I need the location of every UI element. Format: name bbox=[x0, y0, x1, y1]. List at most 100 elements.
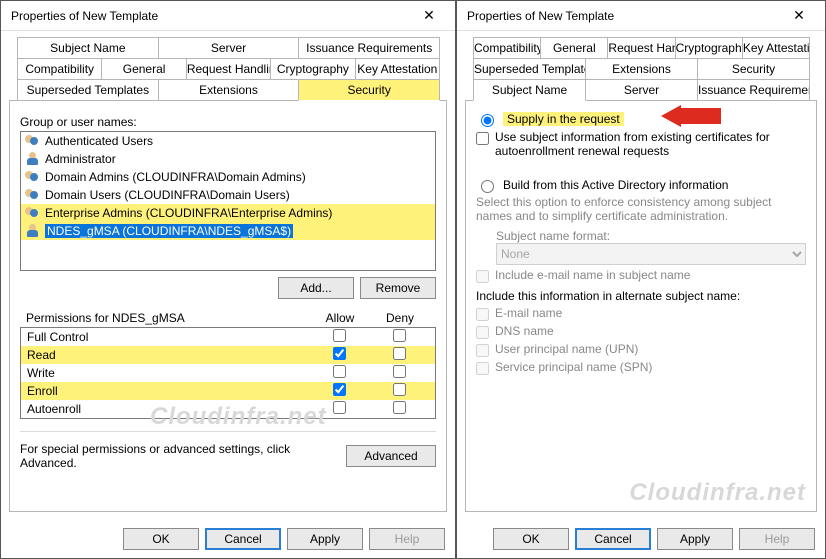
alt-subject-checkbox[interactable]: DNS name bbox=[476, 324, 806, 339]
build-from-ad-radio[interactable]: Build from this Active Directory informa… bbox=[476, 177, 806, 193]
alt-subject-input[interactable] bbox=[476, 326, 489, 339]
tab-request-handling[interactable]: Request Handling bbox=[186, 58, 271, 79]
alt-subject-label: DNS name bbox=[495, 324, 554, 338]
security-tab-panel: Group or user names: Authenticated Users… bbox=[9, 100, 447, 512]
tab-security[interactable]: Security bbox=[697, 58, 810, 79]
snf-label: Subject name format: bbox=[496, 229, 806, 243]
tab-cryptography[interactable]: Cryptography bbox=[270, 58, 355, 79]
deny-checkbox[interactable] bbox=[393, 383, 406, 396]
allow-checkbox[interactable] bbox=[333, 383, 346, 396]
apply-button[interactable]: Apply bbox=[287, 528, 363, 550]
user-item[interactable]: Authenticated Users bbox=[21, 132, 435, 150]
allow-checkbox[interactable] bbox=[333, 365, 346, 378]
advanced-text: For special permissions or advanced sett… bbox=[20, 442, 336, 470]
user-item[interactable]: Domain Admins (CLOUDINFRA\Domain Admins) bbox=[21, 168, 435, 186]
tab-general[interactable]: General bbox=[540, 37, 608, 58]
advanced-button[interactable]: Advanced bbox=[346, 445, 436, 467]
alt-subject-label: User principal name (UPN) bbox=[495, 342, 638, 356]
users-icon bbox=[25, 187, 41, 203]
alt-subject-checkbox[interactable]: E-mail name bbox=[476, 306, 806, 321]
allow-checkbox[interactable] bbox=[333, 347, 346, 360]
supply-in-request-radio[interactable]: Supply in the request bbox=[476, 111, 806, 127]
dialog-buttons-right: OK Cancel Apply Help bbox=[457, 520, 825, 558]
perm-row: Write bbox=[21, 364, 435, 382]
include-email-subject-checkbox[interactable]: Include e-mail name in subject name bbox=[476, 268, 806, 283]
users-icon bbox=[25, 205, 41, 221]
perm-name: Autoenroll bbox=[27, 402, 309, 416]
apply-button[interactable]: Apply bbox=[657, 528, 733, 550]
dialog-buttons-left: OK Cancel Apply Help bbox=[1, 520, 455, 558]
build-radio-input[interactable] bbox=[481, 180, 494, 193]
cancel-button[interactable]: Cancel bbox=[205, 528, 281, 550]
user-item[interactable]: NDES_gMSA (CLOUDINFRA\NDES_gMSA$) bbox=[21, 222, 435, 240]
alt-subject-input[interactable] bbox=[476, 362, 489, 375]
close-icon[interactable]: ✕ bbox=[409, 7, 449, 24]
deny-checkbox[interactable] bbox=[393, 329, 406, 342]
use-existing-cert-input[interactable] bbox=[476, 132, 489, 145]
permissions-table: Full ControlReadWriteEnrollAutoenroll bbox=[20, 327, 436, 419]
alt-subject-input[interactable] bbox=[476, 344, 489, 357]
tab-cryptography[interactable]: Cryptography bbox=[675, 37, 743, 58]
user-item[interactable]: Enterprise Admins (CLOUDINFRA\Enterprise… bbox=[21, 204, 435, 222]
deny-checkbox[interactable] bbox=[393, 347, 406, 360]
tab-server[interactable]: Server bbox=[585, 79, 698, 100]
user-item[interactable]: Administrator bbox=[21, 150, 435, 168]
add-button[interactable]: Add... bbox=[278, 277, 354, 299]
window-title: Properties of New Template bbox=[11, 9, 409, 23]
ok-button[interactable]: OK bbox=[123, 528, 199, 550]
perm-row: Full Control bbox=[21, 328, 435, 346]
user-item-label: Domain Users (CLOUDINFRA\Domain Users) bbox=[45, 188, 290, 202]
dialog-security: Properties of New Template ✕ Subject Nam… bbox=[0, 0, 456, 559]
tab-request-handling[interactable]: Request Handling bbox=[607, 37, 675, 58]
subject-name-tab-panel: Supply in the request Use subject inform… bbox=[465, 100, 817, 512]
tab-compatibility[interactable]: Compatibility bbox=[473, 37, 541, 58]
tab-subject-name[interactable]: Subject Name bbox=[17, 37, 159, 58]
tab-general[interactable]: General bbox=[101, 58, 186, 79]
include-email-subject-input[interactable] bbox=[476, 270, 489, 283]
close-icon[interactable]: ✕ bbox=[779, 7, 819, 24]
help-button[interactable]: Help bbox=[369, 528, 445, 550]
tab-security[interactable]: Security bbox=[298, 79, 440, 101]
use-existing-cert-checkbox[interactable]: Use subject information from existing ce… bbox=[476, 130, 806, 158]
ok-button[interactable]: OK bbox=[493, 528, 569, 550]
help-button[interactable]: Help bbox=[739, 528, 815, 550]
alt-subject-header: Include this information in alternate su… bbox=[476, 289, 806, 303]
user-icon bbox=[25, 223, 41, 239]
cancel-button[interactable]: Cancel bbox=[575, 528, 651, 550]
use-existing-cert-label: Use subject information from existing ce… bbox=[495, 130, 806, 158]
permissions-label: Permissions for NDES_gMSA Allow Deny bbox=[20, 309, 436, 327]
supply-radio-input[interactable] bbox=[481, 114, 494, 127]
alt-subject-label: E-mail name bbox=[495, 306, 562, 320]
deny-checkbox[interactable] bbox=[393, 401, 406, 414]
tab-strip-left: Subject NameServerIssuance RequirementsC… bbox=[9, 31, 447, 100]
allow-checkbox[interactable] bbox=[333, 401, 346, 414]
tab-key-attestation[interactable]: Key Attestation bbox=[742, 37, 810, 58]
tab-extensions[interactable]: Extensions bbox=[585, 58, 698, 79]
tab-issuance-requirements[interactable]: Issuance Requirements bbox=[298, 37, 440, 58]
allow-checkbox[interactable] bbox=[333, 329, 346, 342]
tab-subject-name[interactable]: Subject Name bbox=[473, 79, 586, 101]
tab-superseded-templates[interactable]: Superseded Templates bbox=[17, 79, 159, 100]
users-listbox[interactable]: Authenticated Users AdministratorDomain A… bbox=[20, 131, 436, 271]
tab-compatibility[interactable]: Compatibility bbox=[17, 58, 102, 79]
tab-superseded-templates[interactable]: Superseded Templates bbox=[473, 58, 586, 79]
user-item-label: Authenticated Users bbox=[45, 134, 153, 148]
tab-strip-right: CompatibilityGeneralRequest HandlingCryp… bbox=[465, 31, 817, 100]
alt-subject-checkbox[interactable]: User principal name (UPN) bbox=[476, 342, 806, 357]
watermark: Cloudinfra.net bbox=[629, 479, 806, 507]
user-item[interactable]: Domain Users (CLOUDINFRA\Domain Users) bbox=[21, 186, 435, 204]
tab-extensions[interactable]: Extensions bbox=[158, 79, 300, 100]
dialog-subject-name: Properties of New Template ✕ Compatibili… bbox=[456, 0, 826, 559]
allow-col-header: Allow bbox=[310, 311, 370, 325]
tab-issuance-requirements[interactable]: Issuance Requirements bbox=[697, 79, 810, 100]
alt-subject-input[interactable] bbox=[476, 308, 489, 321]
alt-subject-checkbox[interactable]: Service principal name (SPN) bbox=[476, 360, 806, 375]
perm-row: Autoenroll bbox=[21, 400, 435, 418]
tab-key-attestation[interactable]: Key Attestation bbox=[355, 58, 440, 79]
tab-server[interactable]: Server bbox=[158, 37, 300, 58]
snf-select[interactable]: None bbox=[496, 243, 806, 265]
deny-checkbox[interactable] bbox=[393, 365, 406, 378]
perm-name: Write bbox=[27, 366, 309, 380]
user-item-label: NDES_gMSA (CLOUDINFRA\NDES_gMSA$) bbox=[45, 224, 293, 238]
remove-button[interactable]: Remove bbox=[360, 277, 436, 299]
